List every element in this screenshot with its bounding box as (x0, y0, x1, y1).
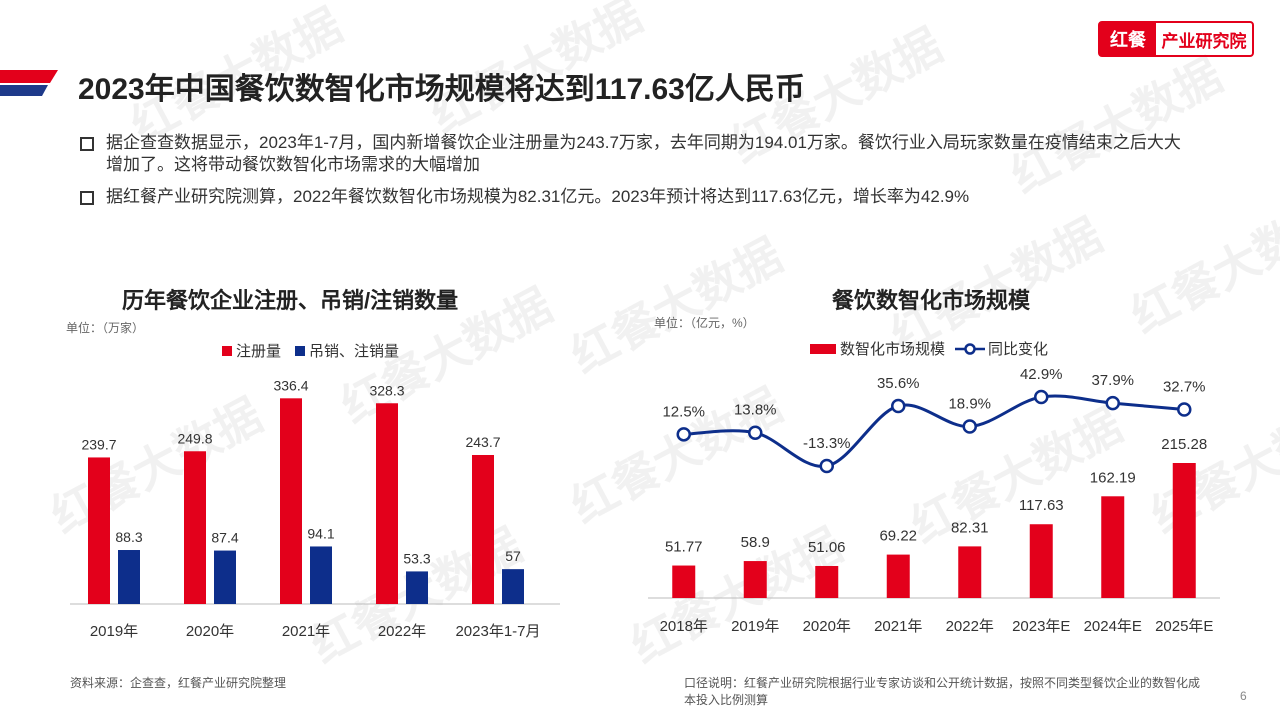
right-combo-chart: 51.77 2018年 58.9 2019年 51.06 2020年 69.22 2021年 8… (648, 366, 1220, 635)
bullet-text: 据企查查数据显示，2023年1-7月，国内新增餐饮企业注册量为243.7万家，去… (106, 133, 1181, 174)
x-tick-label: 2021年 (874, 618, 922, 635)
method-note: 口径说明：红餐产业研究院根据行业专家访谈和公开统计数据，按照不同类型餐饮企业的数… (684, 676, 1201, 707)
bar-吊销、注销量 (214, 550, 236, 604)
data-label: 87.4 (211, 530, 238, 546)
yoy-label: 37.9% (1091, 372, 1134, 389)
logo-mark: 红餐 (1100, 23, 1156, 55)
legend-label: 吊销、注销量 (309, 343, 400, 360)
left-chart-legend: 注册量 吊销、注销量 (222, 340, 399, 361)
yoy-label: 32.7% (1163, 379, 1206, 396)
data-label: 328.3 (369, 382, 404, 398)
x-tick-label: 2020年 (186, 623, 234, 640)
x-tick-label: 2021年 (282, 623, 330, 640)
data-label: 58.9 (741, 534, 770, 551)
square-bullet-icon (80, 137, 94, 151)
x-tick-label: 2018年 (660, 618, 708, 635)
data-label: 117.63 (1019, 497, 1064, 514)
yoy-point (1177, 402, 1192, 417)
bullet-item: 据红餐产业研究院测算，2022年餐饮数智化市场规模为82.31亿元。2023年预… (80, 186, 1190, 208)
bar-market-size (886, 554, 910, 598)
left-bar-chart: 239.7 88.3 2019年 249.8 87.4 2020年 336.4 94.1 202… (70, 377, 560, 640)
data-label: 243.7 (465, 434, 500, 450)
bullet-text: 据红餐产业研究院测算，2022年餐饮数智化市场规模为82.31亿元。2023年预… (106, 187, 970, 206)
header-accent-bar (0, 70, 58, 96)
data-label: 336.4 (273, 377, 308, 393)
yoy-line (683, 394, 1185, 468)
bar-market-size (1029, 524, 1053, 598)
legend-label: 注册量 (236, 343, 282, 360)
bar-吊销、注销量 (502, 569, 524, 604)
data-label: 51.77 (665, 539, 703, 556)
logo-text: 产业研究院 (1161, 31, 1247, 51)
bar-注册量 (88, 457, 110, 604)
data-label: 82.31 (951, 519, 989, 536)
bar-market-size (743, 561, 767, 598)
yoy-label: 12.5% (662, 403, 705, 420)
right-chart-unit: 单位：（亿元，%） (654, 316, 755, 330)
bar-market-size (672, 565, 696, 598)
data-label: 249.8 (177, 430, 212, 446)
right-chart-title: 餐饮数智化市场规模 (832, 288, 1031, 313)
yoy-label: -13.3% (803, 435, 851, 452)
source-note: 资料来源：企查查，红餐产业研究院整理 (70, 676, 287, 690)
left-chart-title: 历年餐饮企业注册、吊销/注销数量 (122, 288, 459, 313)
data-label: 94.1 (307, 525, 334, 541)
bar-注册量 (472, 454, 494, 604)
bar-注册量 (184, 451, 206, 604)
x-tick-label: 2024年E (1084, 618, 1142, 635)
x-tick-label: 2022年 (946, 618, 994, 635)
x-tick-label: 2020年 (803, 618, 851, 635)
right-chart-legend: 数智化市场规模 同比变化 (810, 338, 1048, 359)
yoy-label: 18.9% (948, 395, 991, 412)
bar-吊销、注销量 (310, 546, 332, 604)
bar-注册量 (280, 398, 302, 604)
brand-logo: 红餐 产业研究院 (1098, 21, 1254, 57)
yoy-point (1034, 389, 1049, 405)
yoy-point (962, 419, 977, 434)
x-tick-label: 2025年E (1155, 618, 1213, 635)
yoy-point (676, 427, 691, 442)
square-bullet-icon (80, 191, 94, 205)
yoy-label: 42.9% (1020, 366, 1063, 383)
legend-swatch-bar (810, 343, 836, 354)
yoy-point (1105, 395, 1120, 411)
page-number: 6 (1240, 689, 1247, 703)
yoy-point (748, 425, 763, 440)
x-tick-label: 2019年 (731, 618, 779, 635)
bar-吊销、注销量 (406, 571, 428, 604)
legend-label: 同比变化 (988, 341, 1049, 358)
data-label: 239.7 (81, 436, 116, 452)
bar-吊销、注销量 (118, 550, 140, 604)
left-chart-unit: 单位：（万家） (66, 321, 145, 335)
x-tick-label: 2022年 (378, 623, 426, 640)
legend-swatch-blue (295, 345, 306, 356)
data-label: 88.3 (115, 529, 142, 545)
bar-market-size (1172, 463, 1196, 598)
legend-line-marker-icon (955, 342, 986, 355)
legend-swatch-red (222, 345, 232, 356)
data-label: 51.06 (808, 539, 846, 556)
bar-market-size (1101, 496, 1125, 598)
data-label: 57 (505, 548, 521, 564)
x-tick-label: 2023年E (1012, 618, 1070, 635)
x-tick-label: 2023年1-7月 (455, 623, 540, 640)
bar-market-size (958, 546, 982, 598)
data-label: 53.3 (403, 550, 430, 566)
bar-market-size (815, 565, 839, 598)
yoy-point (891, 398, 906, 414)
yoy-point (819, 458, 834, 474)
bar-注册量 (376, 403, 398, 604)
data-label: 162.19 (1090, 469, 1136, 486)
summary-bullets: 据企查查数据显示，2023年1-7月，国内新增餐饮企业注册量为243.7万家，去… (80, 132, 1190, 218)
data-label: 69.22 (879, 528, 917, 545)
yoy-label: 35.6% (877, 375, 920, 392)
x-tick-label: 2019年 (90, 623, 138, 640)
data-label: 215.28 (1161, 436, 1207, 453)
page-title: 2023年中国餐饮数智化市场规模将达到117.63亿人民币 (78, 73, 805, 106)
yoy-label: 13.8% (734, 402, 777, 419)
legend-label: 数智化市场规模 (840, 341, 946, 358)
bullet-item: 据企查查数据显示，2023年1-7月，国内新增餐饮企业注册量为243.7万家，去… (80, 132, 1190, 176)
